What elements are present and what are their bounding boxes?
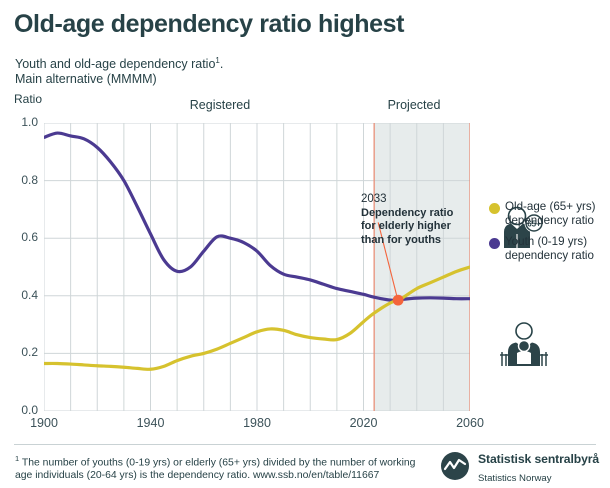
- projected-band: [374, 123, 470, 411]
- page-title: Old-age dependency ratio highest: [14, 10, 405, 38]
- x-axis-ticks: 1900 1940 1980 2020 2060: [30, 416, 484, 436]
- legend-item[interactable]: Old-age (65+ yrs) dependency ratio: [489, 200, 607, 228]
- band-label-registered: Registered: [189, 98, 251, 112]
- y-axis-tick-label: 0.6: [21, 230, 38, 245]
- ssb-logo-main: Statistisk sentralbyrå: [478, 452, 600, 466]
- footnote-text: The number of youths (0-19 yrs) or elder…: [15, 457, 416, 482]
- subtitle-footnote-marker: 1: [215, 56, 220, 65]
- chart-footnote: 1 The number of youths (0-19 yrs) or eld…: [15, 452, 425, 482]
- x-axis-tick-label: 1900: [30, 416, 58, 430]
- legend-item-label: Youth (0-19 yrs) dependency ratio: [505, 235, 594, 262]
- ssb-logo: Statistisk sentralbyrå Statistics Norway: [440, 450, 599, 486]
- annotation-text: Dependency ratio for elderly higher than…: [361, 207, 454, 246]
- elderly-person-icon: 65+: [500, 206, 546, 257]
- y-axis-tick-label: 0.2: [21, 345, 38, 360]
- chart-annotation: 2033 Dependency ratio for elderly higher…: [361, 193, 463, 247]
- y-axis-tick-label: 1.0: [21, 115, 38, 129]
- x-axis-tick-label: 2020: [349, 416, 378, 430]
- x-axis-tick-label: 1980: [243, 416, 271, 430]
- legend-item[interactable]: Youth (0-19 yrs) dependency ratio: [489, 235, 607, 263]
- x-axis-tick-label: 2060: [456, 416, 484, 430]
- x-axis-tick-label: 1940: [136, 416, 165, 430]
- y-axis-title: Ratio: [14, 92, 43, 106]
- footnote-marker: 1: [15, 454, 20, 463]
- ssb-logo-mark-icon: [440, 451, 470, 486]
- legend-color-dot: [489, 238, 500, 249]
- band-label-projected: Projected: [387, 98, 441, 112]
- ssb-logo-text: Statistisk sentralbyrå Statistics Norway: [478, 450, 599, 486]
- annotation-year: 2033: [361, 193, 387, 205]
- footer-divider: [14, 444, 596, 445]
- legend-color-dot: [489, 203, 500, 214]
- subtitle-line-1-end: .: [219, 57, 224, 72]
- subtitle-line-2: Main alternative (MMMM): [15, 72, 157, 87]
- subtitle-line-1: Youth and old-age dependency ratio: [15, 57, 216, 72]
- annotation-leader-line: [377, 222, 398, 298]
- legend-item-label: Old-age (65+ yrs) dependency ratio: [505, 200, 596, 227]
- y-axis-tick-label: 0.8: [21, 172, 38, 187]
- chart-legend: Old-age (65+ yrs) dependency ratio Youth …: [489, 200, 607, 270]
- elderly-badge-label: 65+: [527, 220, 541, 229]
- chart-svg: [44, 123, 470, 411]
- youth-family-icon: [499, 322, 549, 375]
- y-axis-ticks: 1.0 0.8 0.6 0.4 0.2 0.0: [6, 115, 38, 417]
- chart-plot-area: [44, 123, 470, 411]
- ssb-logo-sub: Statistics Norway: [478, 473, 552, 484]
- crossover-marker-dot[interactable]: [392, 294, 404, 306]
- y-axis-tick-label: 0.0: [21, 403, 38, 417]
- chart-subtitle: Youth and old-age dependency ratio1. Main…: [15, 53, 223, 87]
- y-axis-tick-label: 0.4: [21, 287, 38, 302]
